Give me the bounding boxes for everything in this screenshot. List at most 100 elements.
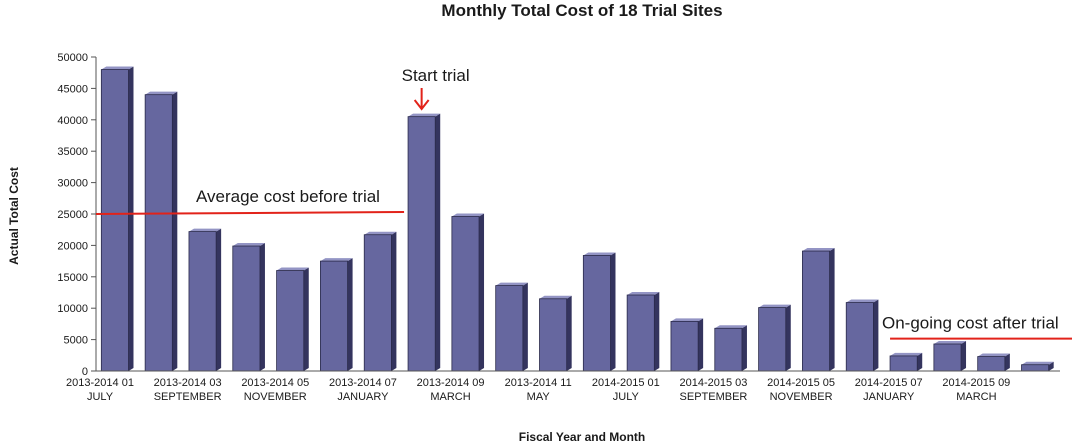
x-tick-label: 2013-2014 03 <box>154 377 222 389</box>
x-tick-label: 2014-2015 09 <box>942 377 1010 389</box>
bar-top <box>670 318 704 322</box>
bar <box>144 91 178 372</box>
y-tick-label: 20000 <box>57 240 88 252</box>
bar <box>626 292 660 372</box>
x-tick-sublabel: JULY <box>613 391 640 403</box>
bar-side <box>961 340 967 371</box>
bar-side <box>785 304 791 371</box>
bar-side <box>172 91 178 372</box>
bar-top <box>977 353 1010 357</box>
bar-side <box>128 66 134 371</box>
bar-top <box>188 228 222 232</box>
bar-top <box>583 252 616 256</box>
x-tick-sublabel: MARCH <box>430 391 470 403</box>
bar-side <box>435 113 441 371</box>
bar-front <box>1021 364 1050 372</box>
y-tick-label: 35000 <box>57 146 88 158</box>
bar <box>451 213 485 372</box>
bar <box>539 295 572 372</box>
bar-side <box>1048 361 1054 371</box>
bar-front <box>582 255 611 372</box>
x-tick-sublabel: SEPTEMBER <box>680 391 748 403</box>
bar-side <box>303 267 309 371</box>
bar-front <box>363 234 392 372</box>
bar-front <box>758 307 787 372</box>
chart-title: Monthly Total Cost of 18 Trial Sites <box>441 1 722 20</box>
bar-top <box>802 248 835 252</box>
bar <box>188 228 222 372</box>
bar-front <box>933 343 962 372</box>
bar-top <box>890 352 923 356</box>
x-tick-sublabel: MAY <box>527 391 551 403</box>
x-tick-sublabel: NOVEMBER <box>244 391 307 403</box>
x-tick-label: 2014-2015 03 <box>680 377 748 389</box>
y-tick-label: 50000 <box>57 52 88 64</box>
bar <box>933 340 967 372</box>
bar <box>363 231 397 372</box>
bar-side <box>873 299 879 371</box>
bar-top <box>846 299 879 303</box>
bar-top <box>539 295 572 299</box>
annotations: Average cost before trial On-going cost a… <box>95 66 1072 340</box>
start-trial-label: Start trial <box>402 66 470 85</box>
y-tick-label: 25000 <box>57 209 88 221</box>
y-tick-label: 45000 <box>57 83 88 95</box>
bar-top <box>758 304 791 308</box>
bar-front <box>276 270 305 372</box>
x-tick-label: 2014-2015 01 <box>592 377 660 389</box>
bar-side <box>566 295 572 371</box>
bar-front <box>495 285 524 372</box>
x-tick-sublabel: SEPTEMBER <box>154 391 222 403</box>
x-axis-title: Fiscal Year and Month <box>519 430 645 444</box>
bar-front <box>539 298 568 372</box>
bar-side <box>347 258 353 371</box>
bar <box>407 113 441 372</box>
x-tick-sublabel: JANUARY <box>337 391 389 403</box>
bar-front <box>320 260 348 372</box>
bar <box>977 353 1010 372</box>
bar-side <box>391 231 397 371</box>
x-tick-label: 2013-2014 05 <box>241 377 309 389</box>
ongoing-after-label: On-going cost after trial <box>882 314 1059 333</box>
y-tick-label: 15000 <box>57 272 88 284</box>
bar <box>758 304 791 372</box>
bar-side <box>1004 353 1010 371</box>
bar <box>276 267 309 372</box>
avg-before-line <box>95 211 405 215</box>
bar-top <box>276 267 309 271</box>
bar-side <box>829 248 835 371</box>
y-tick-label: 0 <box>82 366 88 378</box>
bar-top <box>495 282 528 286</box>
bar-side <box>479 213 485 371</box>
x-tick-label: 2014-2015 07 <box>855 377 923 389</box>
bar-front <box>977 356 1006 372</box>
x-tick-label: 2013-2014 01 <box>66 377 134 389</box>
bar <box>495 282 528 372</box>
bars <box>100 66 1054 372</box>
y-tick-label: 40000 <box>57 115 88 127</box>
bar-front <box>626 294 655 372</box>
bar-top <box>101 66 134 70</box>
y-tick-label: 5000 <box>64 335 88 347</box>
bar-front <box>714 327 743 372</box>
bar-top <box>933 340 967 344</box>
bar <box>100 66 134 372</box>
x-tick-label: 2014-2015 05 <box>767 377 835 389</box>
bar-front <box>889 355 918 372</box>
bar <box>582 252 616 372</box>
x-tick-sublabel: JULY <box>87 391 114 403</box>
x-tick-sublabel: NOVEMBER <box>770 391 833 403</box>
bar-top <box>627 292 660 296</box>
avg-before-label: Average cost before trial <box>196 187 380 206</box>
bar-side <box>654 292 660 371</box>
bar-front <box>670 320 699 372</box>
y-axis-title: Actual Total Cost <box>7 167 21 265</box>
bar-side <box>522 282 528 371</box>
bar-top <box>232 243 265 247</box>
bar-top <box>1021 361 1054 365</box>
bar-front <box>144 94 173 372</box>
bar-side <box>698 318 704 371</box>
bar <box>1021 361 1054 372</box>
x-tick-sublabel: JANUARY <box>863 391 915 403</box>
